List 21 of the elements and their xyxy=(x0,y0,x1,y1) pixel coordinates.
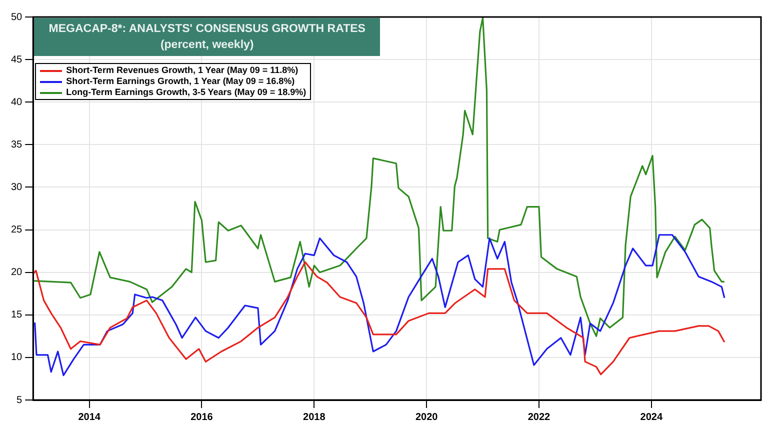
text: (percent, weekly) xyxy=(159,38,255,53)
x-tick-label: 2024 xyxy=(640,412,663,423)
legend-label: Short-Term Revenues Growth, 1 Year (May 09 = 11.8%) xyxy=(66,65,298,76)
x-tick-label: 2020 xyxy=(415,412,438,423)
y-tick-label: 15 xyxy=(11,310,23,321)
text: MEGACAP-8*: ANALYSTS' CONSENSUS GROWTH RATES xyxy=(48,22,366,37)
y-tick-label: 45 xyxy=(11,54,23,66)
x-tick-label: 2016 xyxy=(190,412,214,423)
x-tick-label: 2018 xyxy=(303,412,326,423)
x-tick-label: 2022 xyxy=(528,412,551,423)
legend-label: Short-Term Earnings Growth, 1 Year (May 09 = 16.8%) xyxy=(66,76,295,87)
legend-label: Long-Term Earnings Growth, 3-5 Years (May 09 = 18.9%) xyxy=(66,87,306,98)
y-tick-label: 35 xyxy=(11,139,23,150)
y-tick-label: 25 xyxy=(11,224,23,236)
y-tick-label: 40 xyxy=(11,96,23,108)
y-tick-label: 20 xyxy=(11,267,23,278)
y-tick-label: 10 xyxy=(11,352,23,364)
x-tick-label: 2014 xyxy=(78,412,101,423)
y-tick-label: 5 xyxy=(16,394,23,406)
y-tick-label: 50 xyxy=(11,12,23,23)
y-tick-label: 30 xyxy=(11,182,23,193)
